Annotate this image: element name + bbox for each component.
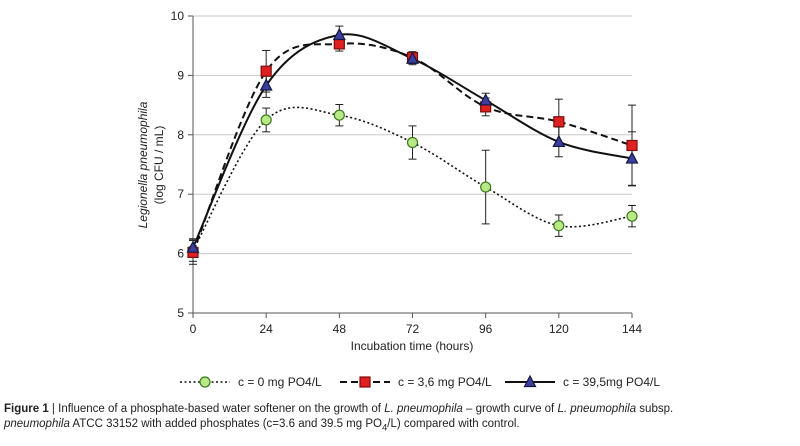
- x-tick-label-0: 0: [190, 322, 197, 336]
- x-tick-label-96: 96: [479, 322, 493, 336]
- series-0-point-144: [626, 210, 638, 222]
- series-1-point-48: [333, 38, 345, 50]
- series-0-point-120: [553, 220, 565, 232]
- series-2-point-144: [625, 151, 639, 164]
- x-tick-label-48: 48: [333, 322, 347, 336]
- y-axis-title-line1: Legionella pneumophila: [136, 101, 150, 228]
- caption-species-1: L. pneumophila: [384, 403, 463, 415]
- y-tick-label-6: 6: [177, 247, 184, 261]
- growth-curve-chart: 5 6 7 8 9 10 0 24 48 72 96 120 144 Incubation time (…: [136, 9, 660, 389]
- x-tick-label-24: 24: [259, 322, 273, 336]
- tick-labels: 5 6 7 8 9 10 0 24 48 72 96 120 144: [171, 9, 643, 336]
- series-2-point-120: [552, 134, 566, 148]
- y-tick-label-5: 5: [177, 306, 184, 320]
- series-2-point-72: [406, 51, 419, 64]
- y-tick-label-8: 8: [177, 128, 184, 142]
- caption-separator: |: [48, 403, 59, 415]
- series-1-point-144: [626, 139, 638, 152]
- series-0-point-72: [406, 136, 419, 149]
- y-axis-title-line2: (log CFU / mL): [152, 126, 166, 205]
- series-0-point-96: [480, 181, 492, 193]
- caption-subspecies: pneumophila: [4, 418, 70, 430]
- series-1-point-24: [260, 65, 272, 77]
- caption-species-2: L. pneumophila: [557, 403, 637, 415]
- caption-subscript: 4: [381, 422, 388, 434]
- x-tick-label-120: 120: [549, 322, 569, 336]
- x-tick-label-72: 72: [406, 322, 420, 336]
- legend-marker-0: [199, 376, 211, 388]
- series-markers: [186, 25, 639, 265]
- series-2-point-48: [332, 27, 346, 41]
- caption-text-3: subsp.: [636, 403, 674, 415]
- series-2-point-24: [259, 78, 273, 91]
- series-2-point-0: [186, 240, 200, 253]
- legend-marker-1: [359, 376, 371, 388]
- legend-label-1: c = 3,6 mg PO4/L: [398, 375, 492, 389]
- y-tick-label-10: 10: [171, 9, 185, 23]
- y-tick-label-9: 9: [177, 68, 184, 82]
- x-tick-label-144: 144: [622, 322, 642, 336]
- series-1-point-120: [553, 116, 565, 128]
- y-tick-label-7: 7: [177, 187, 184, 201]
- series-2-line: [192, 33, 633, 249]
- legend-label-2: c = 39,5mg PO4/L: [563, 375, 660, 389]
- series-0-point-48: [333, 109, 345, 121]
- series-2-point-96: [479, 93, 493, 106]
- legend: c = 0 mg PO4/L c = 3,6 mg PO4/L c = 39,5mg…: [180, 374, 660, 389]
- caption-text-5: /L) compared with control.: [387, 418, 520, 430]
- y-axis-title: Legionella pneumophila (log CFU / mL): [136, 101, 166, 228]
- figure-label: Figure 1: [4, 403, 49, 415]
- caption-text-4: ATCC 33152 with added phosphates (c=3.6 …: [69, 418, 382, 430]
- legend-marker-2: [523, 374, 537, 388]
- figure-caption: Figure 1 | Influence of a phosphate-base…: [4, 402, 794, 435]
- x-axis-title: Incubation time (hours): [351, 339, 474, 353]
- legend-label-0: c = 0 mg PO4/L: [238, 375, 322, 389]
- caption-text-1: Influence of a phosphate-based water sof…: [58, 403, 385, 415]
- series-0-point-24: [260, 114, 272, 126]
- caption-text-2: – growth curve of: [462, 403, 558, 415]
